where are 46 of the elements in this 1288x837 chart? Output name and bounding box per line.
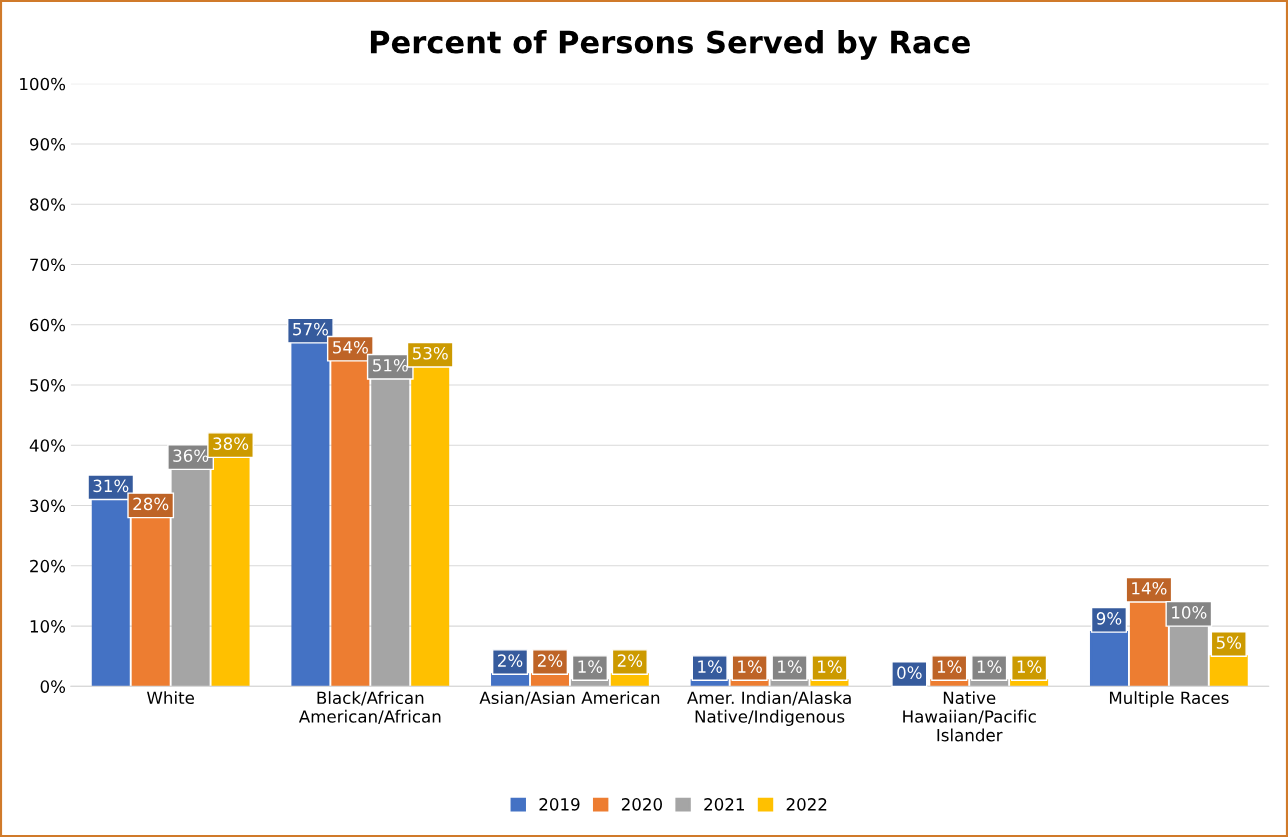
data-label: 2%	[537, 654, 563, 667]
data-label: 1%	[937, 660, 962, 673]
data-label: 51%	[373, 358, 408, 372]
x-tick-label: Multiple Races	[1109, 691, 1229, 708]
legend-label: 2021	[704, 798, 744, 811]
data-label: 2%	[617, 654, 643, 667]
data-label: 1%	[738, 660, 762, 673]
y-tick-label: 30%	[30, 499, 66, 513]
data-label: 53%	[412, 346, 448, 360]
x-tick-label: Native Hawaiian/Pacific Islander	[903, 691, 1036, 742]
legend-label: 2020	[621, 798, 662, 811]
legend-label: 2019	[539, 798, 580, 811]
data-label: 57%	[293, 322, 329, 336]
x-tick-label: Black/African American/African	[298, 691, 441, 725]
x-tick-label: White	[146, 691, 194, 705]
data-label: 10%	[1172, 606, 1207, 619]
data-label: 9%	[1096, 612, 1122, 625]
y-tick-label: 90%	[29, 137, 66, 151]
x-tick-label: Amer. Indian/Alaska Native/Indigenous	[687, 691, 851, 726]
y-tick-label: 20%	[30, 559, 66, 573]
x-tick-label: Asian/Asian American	[479, 691, 660, 706]
y-tick-label: 70%	[30, 258, 66, 272]
y-tick-label: 40%	[29, 439, 66, 452]
data-label: 1%	[578, 660, 603, 673]
data-label: 38%	[213, 437, 249, 450]
y-tick-label: 0%	[40, 680, 66, 693]
legend-label: 2022	[786, 798, 827, 811]
data-label: 54%	[333, 340, 368, 354]
data-label: 14%	[1132, 581, 1167, 595]
chart-title: Percent of Persons Served by Race	[370, 29, 970, 60]
y-tick-label: 10%	[30, 620, 66, 633]
data-label: 1%	[698, 660, 722, 673]
y-tick-label: 60%	[30, 318, 66, 332]
data-label: 1%	[977, 660, 1002, 673]
data-label: 28%	[133, 497, 169, 511]
data-label: 5%	[1216, 636, 1242, 649]
data-label: 2%	[498, 654, 523, 667]
y-tick-label: 100%	[20, 77, 66, 91]
y-tick-label: 50%	[30, 378, 66, 392]
y-tick-label: 80%	[30, 198, 66, 211]
data-label: 31%	[93, 479, 129, 493]
data-label: 1%	[778, 660, 802, 673]
data-label: 1%	[818, 660, 842, 673]
data-label: 36%	[173, 449, 209, 462]
data-label: 1%	[1017, 660, 1042, 673]
data-label: 0%	[897, 666, 922, 679]
